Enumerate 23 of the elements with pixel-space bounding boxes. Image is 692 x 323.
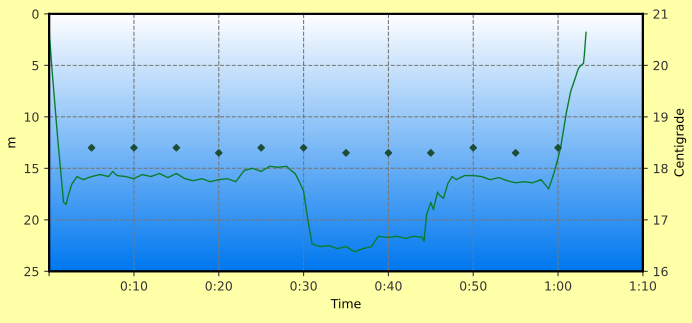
x-axis-title: Time (330, 298, 361, 308)
y2-tick-label: 18 (654, 164, 668, 174)
y2-tick-label: 16 (654, 266, 668, 276)
y-tick-label: 15 (24, 164, 38, 174)
x-tick-label: 0:40 (375, 281, 402, 291)
y2-tick-label: 17 (654, 215, 668, 225)
y-tick-label: 25 (24, 266, 38, 276)
y2-tick-label: 20 (654, 60, 668, 70)
y-axis-title: m (8, 138, 16, 148)
y2-tick-label: 21 (654, 9, 668, 19)
x-tick-label: 0:20 (206, 281, 232, 291)
x-tick-label: 0:50 (460, 281, 486, 291)
x-tick-label: 1:00 (545, 281, 572, 291)
x-tick-label: 1:10 (630, 281, 656, 291)
y-tick-label: 10 (24, 112, 39, 122)
y2-axis-title: Centigrade (674, 108, 686, 176)
y-tick-label: 0 (32, 9, 39, 19)
x-tick-label: 0:30 (290, 281, 317, 291)
y2-tick-label: 19 (654, 112, 668, 122)
x-tick-label: 0:10 (120, 281, 148, 291)
y-tick-label: 5 (32, 61, 38, 70)
y-tick-label: 20 (24, 215, 39, 225)
line-series (48, 28, 587, 252)
